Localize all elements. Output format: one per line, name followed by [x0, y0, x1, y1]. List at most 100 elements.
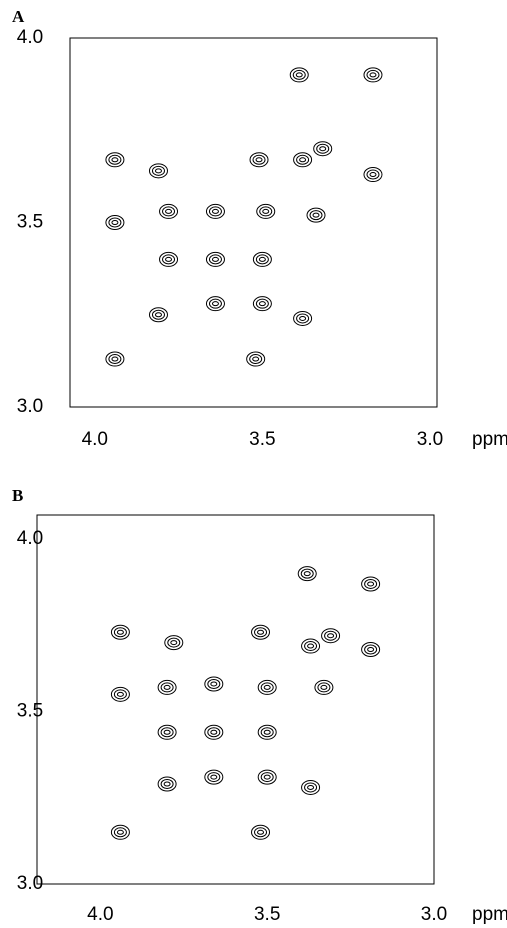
peak-contour: [204, 724, 224, 740]
peak-contour: [116, 829, 124, 835]
peak: [301, 638, 321, 654]
peak-contour: [367, 581, 375, 587]
peak-contour: [366, 69, 380, 80]
peak-contour: [364, 578, 378, 589]
peak: [148, 163, 168, 179]
peak-contour: [116, 629, 124, 635]
peak-contour: [211, 208, 219, 214]
peak-contour: [208, 206, 222, 217]
x-axis-label: ppm: [472, 904, 507, 925]
peak: [204, 724, 224, 740]
peak: [110, 624, 130, 640]
peak-contour: [151, 309, 165, 320]
peak-contour: [252, 154, 266, 165]
peak-contour: [151, 165, 165, 176]
peak-contour: [160, 682, 174, 693]
peak-contour: [307, 643, 315, 649]
peak-contour: [260, 727, 274, 738]
peak-contour: [297, 566, 317, 582]
peak-contour: [205, 296, 225, 312]
peak-contour: [108, 154, 122, 165]
peak-contour: [249, 152, 269, 168]
peak-contour: [260, 682, 274, 693]
peak-contour: [111, 157, 119, 163]
y-tick-label: 3.5: [17, 701, 43, 722]
peak-contour: [164, 635, 184, 651]
peak-contour: [307, 784, 315, 790]
peak-contour: [113, 627, 127, 638]
peak: [313, 141, 333, 157]
peak: [361, 576, 381, 592]
peak: [204, 676, 224, 692]
peak-contour: [205, 203, 225, 219]
peak: [293, 310, 313, 326]
peak: [157, 776, 177, 792]
peak-contour: [162, 206, 176, 217]
peak: [252, 251, 272, 267]
peak: [105, 152, 125, 168]
x-tick-label: 4.0: [87, 904, 113, 925]
peak-contour: [312, 212, 320, 218]
peak-contour: [249, 354, 263, 365]
peak-contour: [316, 143, 330, 154]
peak-contour: [157, 679, 177, 695]
peak-contour: [159, 203, 179, 219]
peak-contour: [263, 684, 271, 690]
peak-contour: [205, 251, 225, 267]
plot-frame: [69, 37, 438, 408]
peak-contour: [363, 167, 383, 183]
peak-contour: [111, 356, 119, 362]
peak: [361, 641, 381, 657]
peak-contour: [289, 67, 309, 83]
y-tick-label: 3.0: [17, 396, 43, 417]
peak-contour: [154, 312, 162, 318]
peak: [363, 67, 383, 83]
peak-contour: [299, 315, 307, 321]
peak-contour: [210, 681, 218, 687]
peak-contour: [204, 769, 224, 785]
peak-contour: [108, 354, 122, 365]
peak: [257, 679, 277, 695]
peak: [289, 67, 309, 83]
peak: [159, 251, 179, 267]
peak: [306, 207, 326, 223]
peak-contour: [157, 776, 177, 792]
peak: [252, 296, 272, 312]
peak-contour: [105, 215, 125, 230]
peak: [205, 296, 225, 312]
peak-contour: [165, 256, 173, 262]
peak-contour: [157, 724, 177, 740]
peak: [110, 824, 130, 840]
peak-contour: [260, 772, 274, 783]
peak-contour: [257, 724, 277, 740]
y-tick-label: 4.0: [17, 528, 43, 549]
peak-contour: [317, 682, 331, 693]
peak-contour: [324, 630, 338, 641]
peak-contour: [167, 637, 181, 648]
peak: [157, 679, 177, 695]
peak-contour: [369, 172, 377, 178]
x-axis-label: ppm: [472, 429, 507, 450]
peak-contour: [252, 296, 272, 312]
peak-contour: [295, 72, 303, 78]
x-tick-label: 3.0: [417, 429, 443, 450]
peak: [293, 152, 313, 168]
peak: [205, 251, 225, 267]
peak-contour: [262, 208, 270, 214]
peak-contour: [210, 774, 218, 780]
peak-contour: [105, 351, 125, 367]
peak-contour: [363, 67, 383, 83]
peak-contour: [256, 203, 276, 219]
peak-contour: [170, 640, 178, 646]
peak-contour: [116, 691, 124, 697]
peak: [246, 351, 266, 367]
peak-contour: [210, 729, 218, 735]
peak-contour: [313, 141, 333, 157]
panel-label: B: [12, 486, 23, 505]
peak-contour: [257, 679, 277, 695]
x-tick-label: 3.0: [421, 904, 447, 925]
peak: [110, 686, 130, 702]
peak-contour: [163, 781, 171, 787]
peak-contour: [163, 684, 171, 690]
peak-contour: [160, 727, 174, 738]
